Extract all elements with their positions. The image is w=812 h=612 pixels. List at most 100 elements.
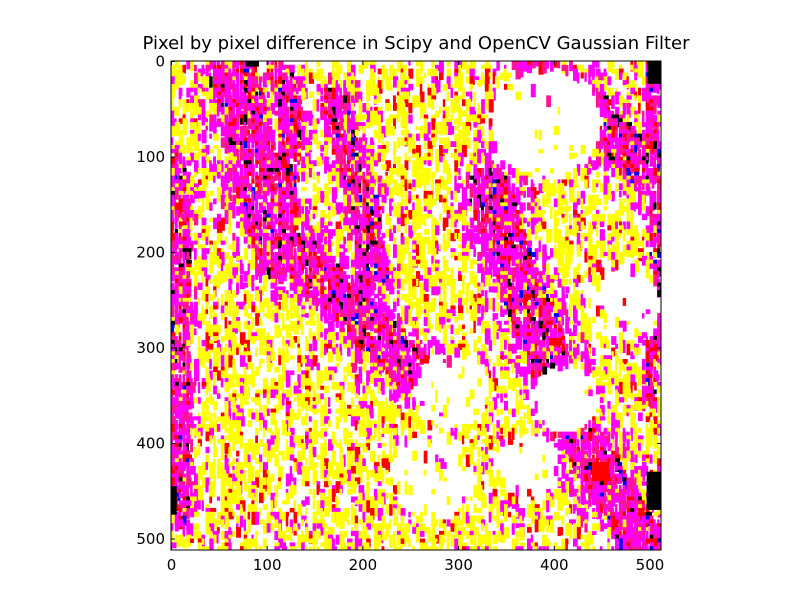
diff-pixel xyxy=(638,152,642,159)
diff-pixel xyxy=(266,156,270,164)
diff-pixel xyxy=(412,339,415,348)
diff-pixel xyxy=(213,122,218,127)
diff-pixel xyxy=(530,190,534,198)
diff-pixel xyxy=(615,91,621,105)
diff-pixel xyxy=(461,263,468,273)
diff-pixel xyxy=(381,80,385,89)
diff-pixel xyxy=(504,282,507,293)
diff-pixel xyxy=(328,263,334,271)
diff-pixel xyxy=(197,206,203,219)
diff-pixel xyxy=(461,99,466,107)
diff-pixel xyxy=(190,103,196,111)
diff-pixel xyxy=(396,339,402,346)
diff-pixel xyxy=(618,72,623,80)
diff-pixel xyxy=(595,171,601,178)
diff-pixel xyxy=(186,229,191,241)
diff-pixel xyxy=(255,91,259,96)
diff-pixel xyxy=(599,336,604,348)
diff-pixel xyxy=(546,61,549,69)
diff-pixel xyxy=(289,76,293,86)
diff-pixel xyxy=(354,259,361,265)
diff-pixel xyxy=(343,148,349,155)
diff-pixel xyxy=(243,118,248,124)
diff-pixel xyxy=(473,225,478,233)
diff-pixel xyxy=(561,339,566,345)
diff-pixel xyxy=(236,179,241,186)
diff-pixel xyxy=(343,282,348,290)
diff-pixel xyxy=(465,125,471,136)
diff-pixel xyxy=(278,259,282,266)
diff-pixel xyxy=(473,171,478,186)
diff-pixel xyxy=(481,118,486,124)
diff-pixel xyxy=(328,202,333,207)
diff-pixel xyxy=(641,183,645,191)
diff-pixel xyxy=(412,213,417,222)
diff-pixel xyxy=(228,160,234,166)
diff-pixel xyxy=(584,236,588,241)
diff-pixel xyxy=(316,248,321,254)
diff-pixel xyxy=(657,145,661,152)
diff-pixel xyxy=(607,240,613,245)
diff-pixel xyxy=(232,202,236,211)
diff-pixel xyxy=(239,274,244,286)
diff-pixel xyxy=(634,95,637,101)
diff-pixel xyxy=(201,225,206,231)
diff-pixel xyxy=(523,282,528,290)
diff-pixel xyxy=(404,202,408,209)
diff-pixel xyxy=(251,175,255,183)
diff-pixel xyxy=(488,160,494,169)
diff-pixel xyxy=(550,320,553,326)
diff-pixel xyxy=(396,252,403,265)
diff-pixel xyxy=(527,320,530,326)
diff-pixel xyxy=(201,129,207,144)
diff-pixel xyxy=(481,99,485,108)
diff-pixel xyxy=(400,294,406,301)
diff-pixel xyxy=(232,168,238,174)
diff-pixel xyxy=(236,145,241,151)
diff-pixel xyxy=(500,240,505,246)
diff-pixel xyxy=(305,294,311,302)
diff-pixel xyxy=(657,175,661,181)
diff-pixel xyxy=(285,122,290,127)
diff-pixel xyxy=(354,339,359,352)
diff-pixel xyxy=(190,271,196,276)
diff-pixel xyxy=(190,244,194,252)
diff-pixel xyxy=(194,87,198,96)
diff-pixel xyxy=(385,76,391,90)
diff-pixel xyxy=(649,183,652,195)
diff-pixel xyxy=(350,286,355,292)
diff-pixel xyxy=(442,274,447,286)
diff-pixel xyxy=(236,80,240,87)
diff-pixel xyxy=(550,183,556,196)
diff-pixel xyxy=(305,232,311,243)
diff-pixel xyxy=(347,64,351,70)
diff-pixel xyxy=(389,125,395,136)
diff-pixel xyxy=(431,274,436,284)
diff-pixel xyxy=(197,198,201,203)
diff-pixel xyxy=(442,141,448,147)
diff-pixel xyxy=(366,61,369,66)
diff-pixel xyxy=(220,336,225,343)
diff-pixel xyxy=(599,83,605,98)
diff-pixel xyxy=(469,240,473,247)
diff-pixel xyxy=(630,160,635,166)
diff-pixel xyxy=(611,259,616,273)
diff-pixel xyxy=(301,91,307,99)
diff-pixel xyxy=(576,263,581,271)
diff-pixel xyxy=(328,187,332,194)
diff-pixel xyxy=(335,68,341,82)
diff-pixel xyxy=(316,232,322,243)
diff-pixel xyxy=(507,286,513,293)
diff-pixel xyxy=(251,317,255,330)
diff-pixel xyxy=(396,271,401,281)
diff-pixel xyxy=(423,156,428,163)
diff-pixel xyxy=(328,271,332,276)
diff-pixel xyxy=(638,122,642,126)
diff-pixel xyxy=(461,61,468,70)
diff-pixel xyxy=(488,72,491,80)
diff-pixel xyxy=(366,248,369,255)
diff-pixel xyxy=(293,217,298,231)
diff-pixel xyxy=(194,240,198,245)
diff-pixel xyxy=(412,194,417,201)
diff-pixel xyxy=(297,217,303,225)
